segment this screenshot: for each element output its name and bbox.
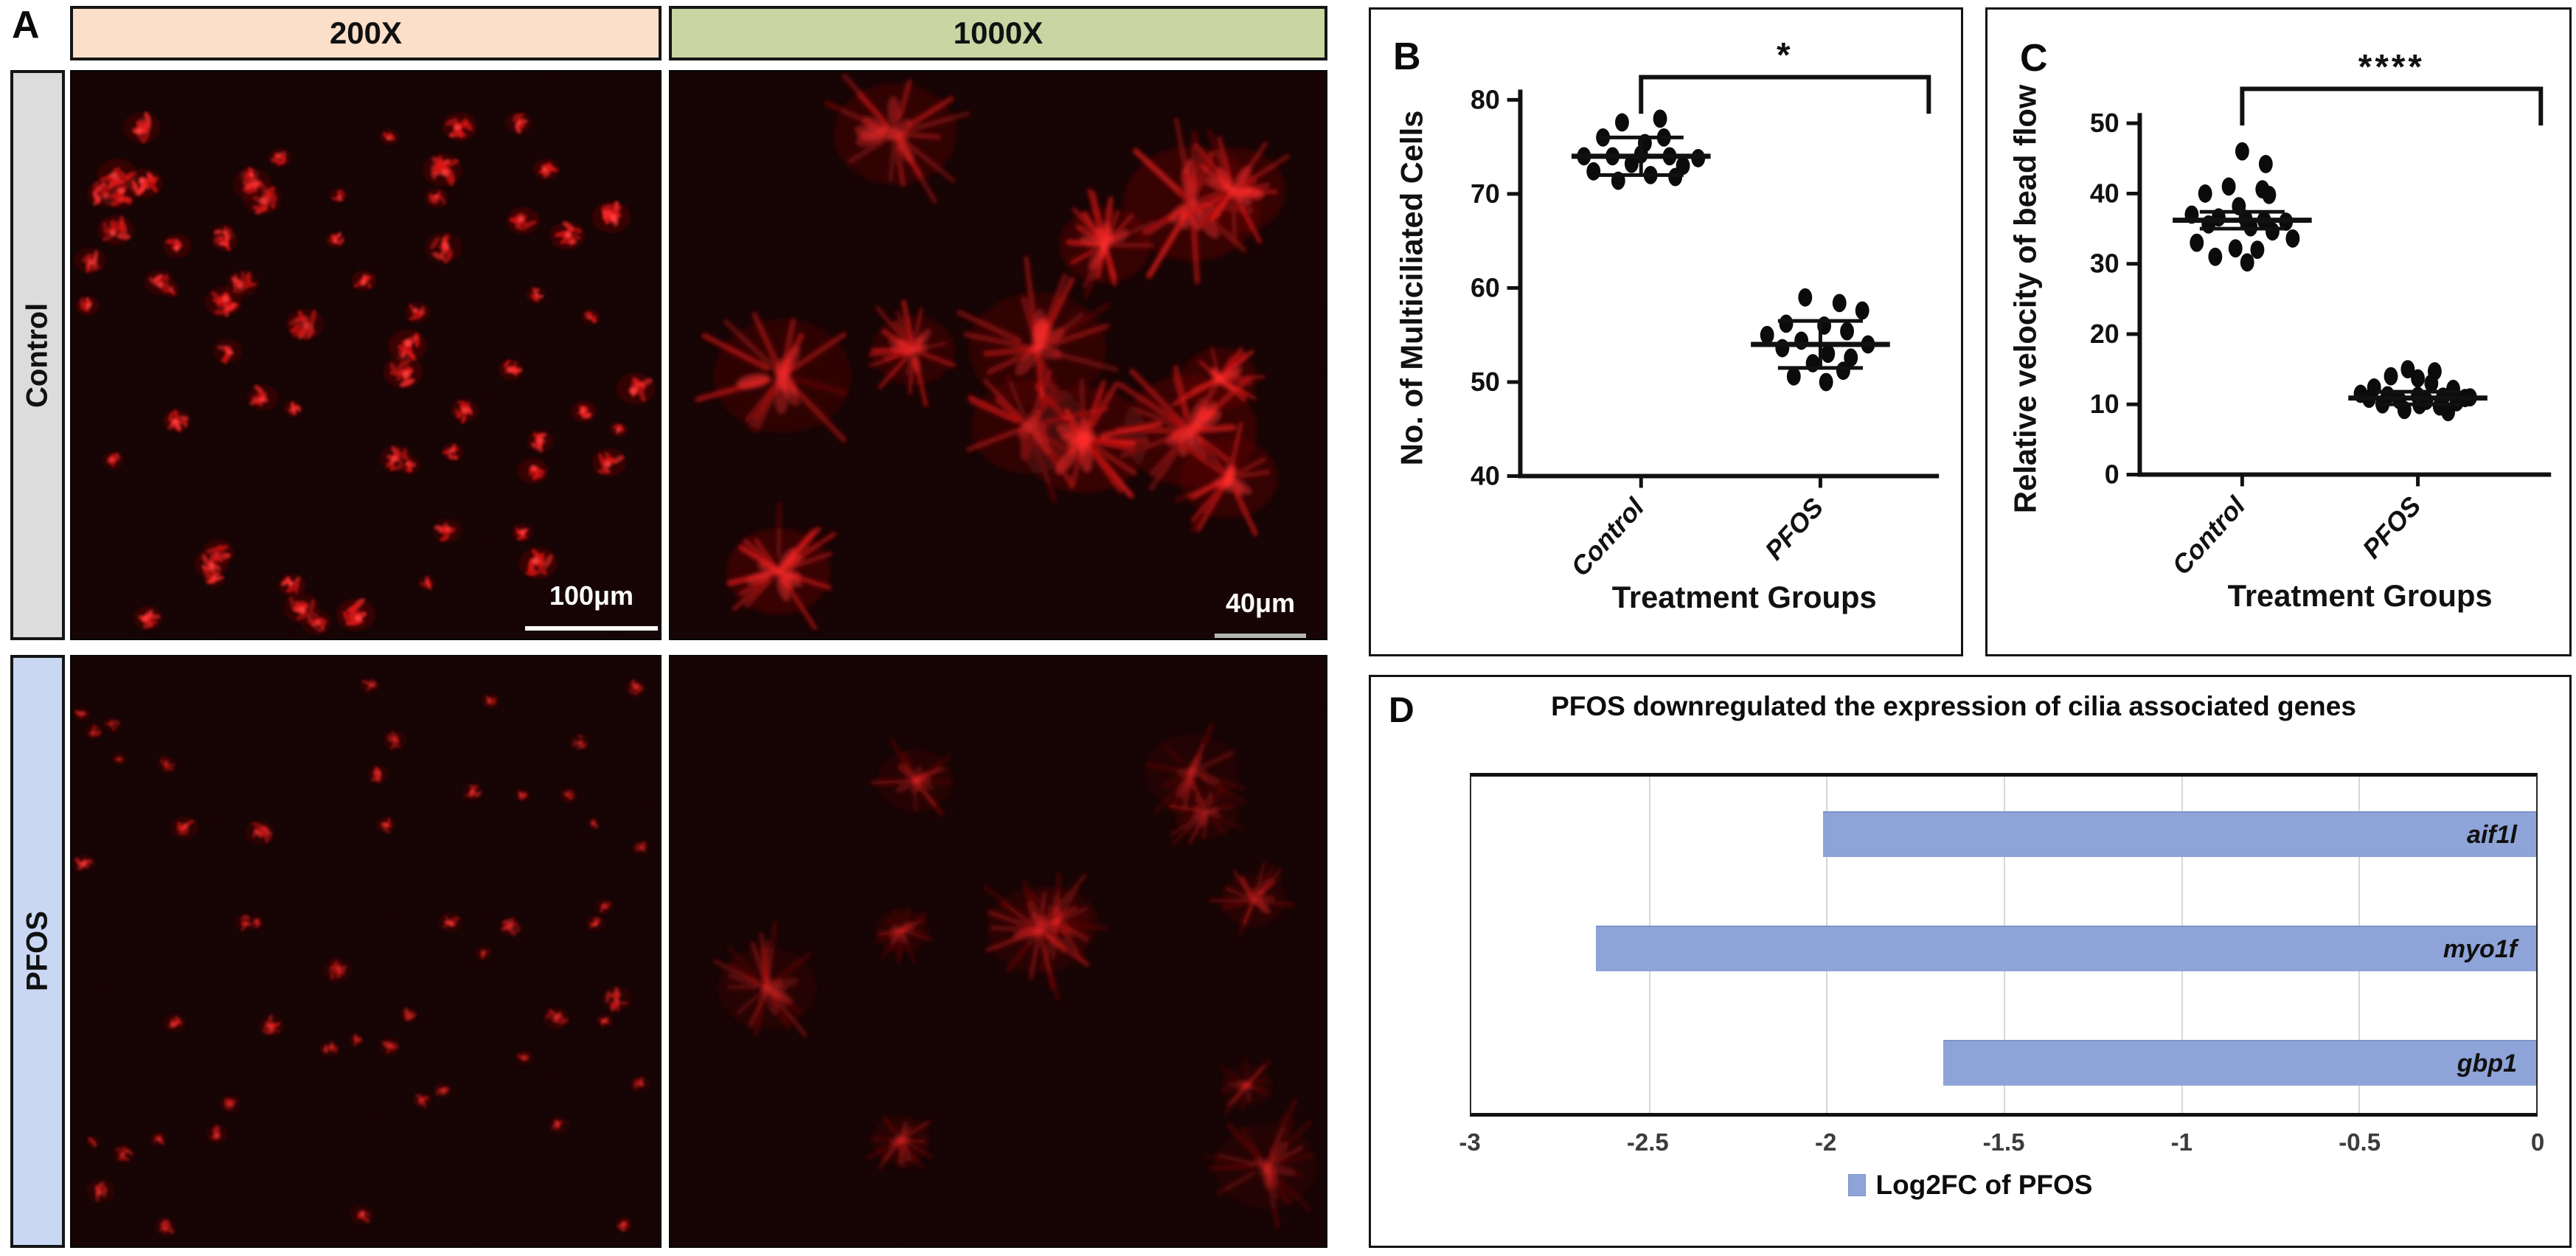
legend-swatch-icon <box>1847 1174 1866 1196</box>
bar-gbp1: gbp1 <box>1943 1040 2536 1086</box>
error-bar-control <box>2173 209 2312 231</box>
x-tick-label: -1 <box>2170 1128 2193 1156</box>
error-bar-pfos <box>1751 319 1890 370</box>
panel-c-x-axis-label: Treatment Groups <box>2228 578 2493 613</box>
panel-d-label: D <box>1389 691 1414 730</box>
column-header-200x: 200X <box>70 6 662 60</box>
panel-d-legend: Log2FC of PFOS <box>1371 1170 2569 1201</box>
scalebar-label-40um: 40μm <box>1225 588 1296 618</box>
category-label-pfos: PFOS <box>1760 493 1830 566</box>
column-header-1000x-label: 1000X <box>953 15 1044 50</box>
panel-b-x-axis-label: Treatment Groups <box>1612 580 1877 614</box>
cell-clusters <box>72 661 660 1246</box>
panel-b-y-axis-label: No. of Multiciliated Cells <box>1394 111 1428 466</box>
category-label-pfos: PFOS <box>2357 491 2427 564</box>
x-tick-label: -2.5 <box>1626 1128 1669 1156</box>
cell-clusters <box>695 694 1325 1246</box>
y-tick-label: 20 <box>2090 319 2120 349</box>
error-bar-pfos <box>2348 389 2488 406</box>
panel-c-label: C <box>2020 37 2048 80</box>
panel-d-x-axis-ticks: -3 -2.5 -2 -1.5 -1 -0.5 0 <box>1459 1128 2544 1162</box>
micrograph-pfos-1000x <box>669 655 1327 1248</box>
scatter-points-control <box>2184 142 2300 272</box>
row-header-control: Control <box>10 70 65 640</box>
y-tick-label: 40 <box>2090 178 2120 208</box>
y-tick-label: 10 <box>2090 389 2120 419</box>
y-tick-label: 0 <box>2105 459 2120 489</box>
bar-label-gbp1: gbp1 <box>2457 1049 2517 1078</box>
column-header-1000x: 1000X <box>669 6 1327 60</box>
scatter-points-pfos <box>1760 288 1875 392</box>
cell-clusters <box>670 73 1326 631</box>
bar-label-myo1f: myo1f <box>2443 934 2517 963</box>
scalebar-label-100um: 100μm <box>549 580 634 611</box>
x-tick-label: -2 <box>1814 1128 1837 1156</box>
micrograph-pfos-200x <box>70 655 662 1248</box>
y-tick-label: 80 <box>1471 85 1500 114</box>
micrograph-pfos-1000x-image <box>670 656 1326 1246</box>
panel-b-chart: No. of Multiciliated Cells 80 70 60 50 40 Cont… <box>1394 36 1940 614</box>
panel-d-legend-label: Log2FC of PFOS <box>1875 1170 2093 1200</box>
y-tick-label: 40 <box>1471 461 1500 490</box>
row-header-pfos: PFOS <box>10 655 65 1248</box>
micrograph-pfos-200x-image <box>72 656 660 1246</box>
panel-b-label: B <box>1393 35 1421 78</box>
panel-d-plot-area: aif1l myo1f gbp1 <box>1470 773 2538 1117</box>
panel-d-title: PFOS downregulated the expression of cil… <box>1551 691 2356 721</box>
panel-a-label: A <box>12 4 40 46</box>
panel-d: D PFOS downregulated the expression of c… <box>1369 675 2572 1248</box>
panel-c-y-axis-label: Relative velocity of bead flow <box>2008 84 2043 513</box>
panel-b-axes <box>1518 89 1940 479</box>
micrograph-control-1000x: 40μm <box>669 70 1327 640</box>
row-header-pfos-label: PFOS <box>21 911 54 992</box>
significance-bracket <box>1639 74 1931 114</box>
panel-c-chart: Relative velocity of bead flow 50 40 30 20 10… <box>2008 48 2552 613</box>
scalebar-40um <box>1215 634 1306 638</box>
error-bar-control <box>1571 135 1711 177</box>
x-tick-label: -3 <box>1459 1128 1481 1156</box>
panel-b: B No. of Multiciliated Cells 80 70 60 50 40 Co… <box>1369 7 1963 656</box>
micrograph-control-200x: 100μm <box>70 70 662 640</box>
column-header-200x-label: 200X <box>329 15 403 50</box>
significance-stars: **** <box>2358 48 2425 87</box>
bar-myo1f: myo1f <box>1595 926 2536 971</box>
category-label-control: Control <box>1565 492 1650 582</box>
x-tick-label: -1.5 <box>1982 1128 2025 1156</box>
panel-c-axes <box>2137 113 2552 477</box>
y-tick-label: 50 <box>1471 367 1500 397</box>
significance-stars: * <box>1777 36 1794 75</box>
y-tick-label: 50 <box>2090 108 2120 138</box>
cell-clusters <box>72 72 659 639</box>
y-tick-label: 60 <box>1471 273 1500 302</box>
x-tick-label: 0 <box>2530 1128 2545 1156</box>
bar-label-aif1l: aif1l <box>2466 820 2517 849</box>
row-header-control-label: Control <box>21 302 54 408</box>
micrograph-control-200x-image <box>72 72 660 639</box>
y-tick-label: 30 <box>2090 249 2120 279</box>
bar-aif1l: aif1l <box>1822 811 2536 857</box>
scalebar-100um <box>525 626 658 631</box>
micrograph-control-1000x-image <box>670 72 1326 639</box>
category-label-control: Control <box>2167 490 2252 580</box>
y-tick-label: 70 <box>1471 179 1500 209</box>
significance-bracket <box>2240 86 2544 126</box>
panel-c: C Relative velocity of bead flow 50 40 30 20… <box>1985 7 2572 656</box>
x-tick-label: -0.5 <box>2339 1128 2381 1156</box>
